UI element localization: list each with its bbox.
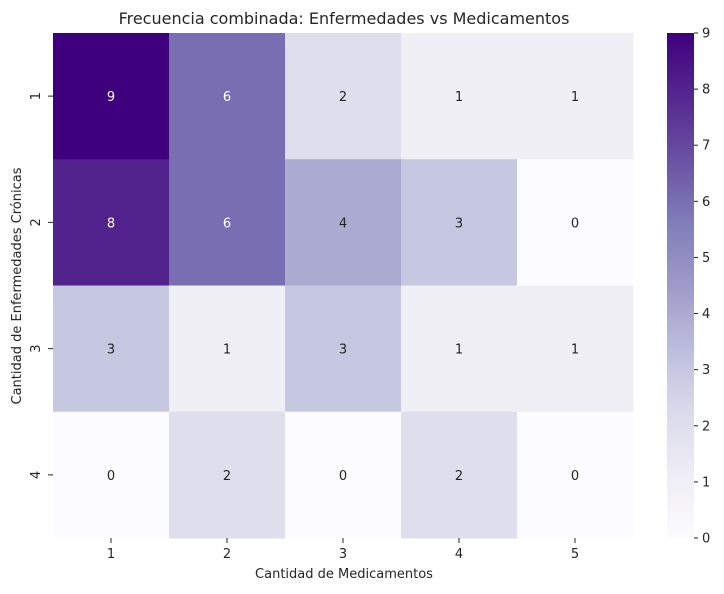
heatmap-cell [517,285,634,413]
cell-value: 3 [339,343,347,358]
cell-value: 2 [455,469,463,484]
x-tick-label: 2 [223,547,231,562]
heatmap-cell [169,411,286,539]
cell-value: 1 [571,90,579,105]
y-tick-label: 2 [29,218,44,226]
cell-value: 2 [339,90,347,105]
cell-annotations: 9 6 2 1 1 8 6 4 3 0 3 1 3 1 1 0 2 0 2 0 [107,90,579,484]
colorbar-ticks: 0 1 2 3 4 5 6 7 8 9 [694,27,710,547]
cell-value: 0 [571,469,579,484]
colorbar [667,33,694,538]
cell-value: 1 [571,343,579,358]
heatmap-cells [53,33,634,539]
x-tick-label: 1 [107,547,115,562]
y-tick-label: 1 [29,92,44,100]
colorbar-tick-label: 0 [702,532,710,547]
x-axis-label: Cantidad de Medicamentos [255,567,433,582]
heatmap-cell [401,33,518,160]
cell-value: 1 [455,343,463,358]
y-axis-label: Cantidad de Enfermedades Crónicas [10,167,25,404]
heatmap-cell [169,159,286,286]
heatmap-cell [285,159,402,286]
cell-value: 4 [339,216,347,231]
cell-value: 0 [339,469,347,484]
heatmap-cell [285,411,402,539]
y-tick-label: 3 [29,344,44,352]
heatmap-cell [53,411,170,539]
cell-value: 6 [223,216,231,231]
cell-value: 1 [223,343,231,358]
colorbar-tick-label: 8 [702,83,710,98]
y-axis: 1 2 3 4 [29,92,53,479]
x-tick-label: 4 [455,547,463,562]
colorbar-tick-label: 5 [702,251,710,266]
cell-value: 0 [107,469,115,484]
heatmap-cell [401,411,518,539]
colorbar-tick-label: 9 [702,27,710,42]
cell-value: 3 [107,343,115,358]
colorbar-tick-label: 2 [702,419,710,434]
x-tick-label: 5 [571,547,579,562]
heatmap-cell [285,33,402,160]
cell-value: 0 [571,216,579,231]
colorbar-tick-label: 6 [702,195,710,210]
heatmap-cell [169,285,286,413]
colorbar-tick-label: 3 [702,363,710,378]
cell-value: 3 [455,216,463,231]
cell-value: 8 [107,216,115,231]
cell-value: 6 [223,90,231,105]
heatmap-cell [401,159,518,286]
cell-value: 1 [455,90,463,105]
y-tick-label: 4 [29,471,44,479]
heatmap-cell [53,285,170,413]
heatmap-cell [401,285,518,413]
heatmap-cell [53,159,170,286]
heatmap-cell [517,33,634,160]
heatmap-cell [169,33,286,160]
cell-value: 2 [223,469,231,484]
colorbar-tick-label: 1 [702,475,710,490]
x-axis: 1 2 3 4 5 [107,538,579,562]
heatmap-cell [517,159,634,286]
chart-title: Frecuencia combinada: Enfermedades vs Me… [119,9,570,28]
colorbar-tick-label: 7 [702,139,710,154]
heatmap-cell [53,33,170,160]
heatmap-cell [285,285,402,413]
heatmap-cell [517,411,634,539]
x-tick-label: 3 [339,547,347,562]
colorbar-tick-label: 4 [702,307,710,322]
cell-value: 9 [107,90,115,105]
